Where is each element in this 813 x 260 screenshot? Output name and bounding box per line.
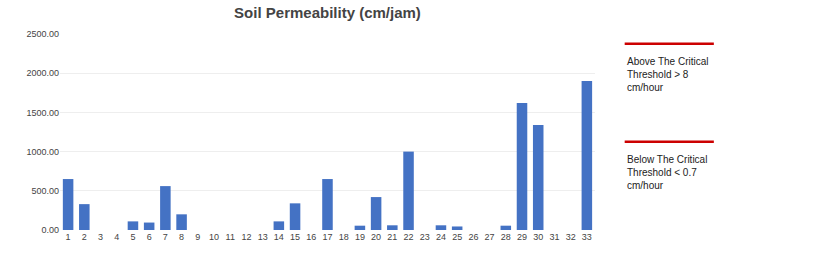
svg-text:31: 31 <box>549 232 559 242</box>
svg-text:1500.00: 1500.00 <box>26 108 59 118</box>
svg-text:22: 22 <box>404 232 414 242</box>
svg-text:1000.00: 1000.00 <box>26 147 59 157</box>
svg-text:19: 19 <box>355 232 365 242</box>
svg-text:5: 5 <box>130 232 135 242</box>
svg-text:16: 16 <box>306 232 316 242</box>
svg-text:1: 1 <box>66 232 71 242</box>
svg-text:15: 15 <box>290 232 300 242</box>
svg-text:2: 2 <box>82 232 87 242</box>
svg-text:24: 24 <box>436 232 446 242</box>
svg-text:11: 11 <box>226 232 235 242</box>
svg-text:Soil Permeability (cm/jam): Soil Permeability (cm/jam) <box>234 4 421 21</box>
svg-text:17: 17 <box>322 232 332 242</box>
svg-text:4: 4 <box>114 232 119 242</box>
svg-text:20: 20 <box>371 232 381 242</box>
svg-text:28: 28 <box>501 232 511 242</box>
svg-text:32: 32 <box>566 232 576 242</box>
svg-text:26: 26 <box>468 232 478 242</box>
svg-text:2000.00: 2000.00 <box>26 68 59 78</box>
svg-text:9: 9 <box>195 232 200 242</box>
svg-text:10: 10 <box>209 232 219 242</box>
svg-text:7: 7 <box>163 232 168 242</box>
svg-text:14: 14 <box>274 232 284 242</box>
svg-text:Above The CriticalThreshold >: Above The CriticalThreshold > 8cm/hour <box>627 56 709 93</box>
svg-text:21: 21 <box>387 232 397 242</box>
svg-text:33: 33 <box>582 232 592 242</box>
svg-text:2500.00: 2500.00 <box>26 29 59 39</box>
svg-text:500.00: 500.00 <box>31 186 59 196</box>
svg-text:8: 8 <box>179 232 184 242</box>
svg-text:3: 3 <box>98 232 103 242</box>
svg-text:27: 27 <box>485 232 495 242</box>
svg-text:29: 29 <box>517 232 527 242</box>
svg-text:23: 23 <box>420 232 430 242</box>
svg-text:18: 18 <box>339 232 349 242</box>
svg-text:25: 25 <box>452 232 462 242</box>
svg-text:30: 30 <box>533 232 543 242</box>
svg-text:13: 13 <box>258 232 268 242</box>
svg-text:12: 12 <box>241 232 251 242</box>
svg-text:0.00: 0.00 <box>41 225 59 235</box>
svg-text:Below The CriticalThreshold <: Below The CriticalThreshold < 0.7cm/hour <box>627 154 707 191</box>
svg-text:6: 6 <box>147 232 152 242</box>
